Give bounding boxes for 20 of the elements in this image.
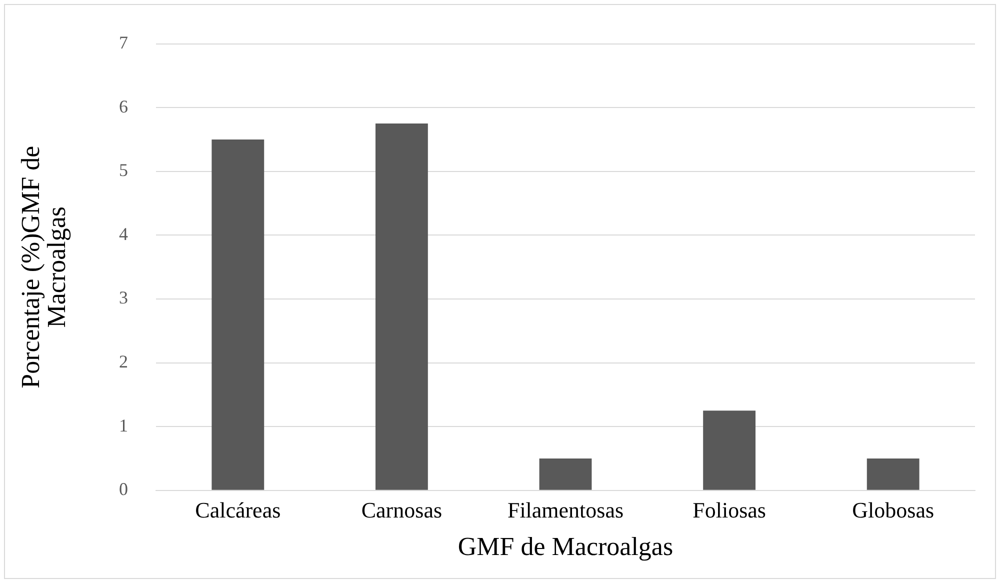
y-tick-label: 1: [119, 415, 128, 436]
x-tick-label: Globosas: [852, 497, 934, 522]
bar: [539, 458, 592, 490]
y-tick-label: 5: [119, 160, 128, 180]
y-tick-label: 6: [119, 96, 128, 116]
bar: [703, 410, 756, 490]
x-tick-label: Foliosas: [692, 497, 766, 522]
x-tick-label: Filamentosas: [507, 497, 624, 522]
bar: [375, 124, 428, 490]
y-tick-label: 0: [119, 479, 128, 500]
y-tick-label: 2: [119, 352, 128, 372]
x-axis-title: GMF de Macroalgas: [458, 532, 674, 562]
x-tick-label: Carnosas: [361, 497, 442, 522]
x-tick-label: Calcáreas: [195, 497, 281, 522]
y-tick-label: 4: [119, 224, 128, 244]
y-tick-label: 7: [119, 32, 128, 53]
y-axis-title: Porcentaje (%)GMF de Macroalgas: [16, 146, 71, 388]
y-tick-label: 3: [119, 288, 128, 308]
bar: [212, 140, 264, 490]
bar: [866, 458, 920, 490]
